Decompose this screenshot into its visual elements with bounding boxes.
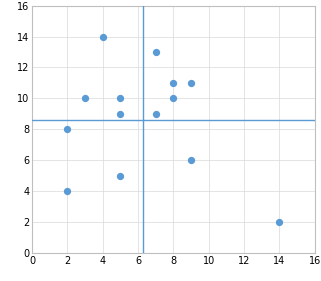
Point [82, 96, 88, 101]
Point [153, 112, 158, 116]
Point [277, 220, 282, 224]
Point [65, 189, 70, 193]
Point [171, 96, 176, 101]
Point [118, 112, 123, 116]
Point [118, 173, 123, 178]
Point [171, 81, 176, 85]
Point [100, 34, 105, 39]
Point [188, 81, 194, 85]
Point [153, 50, 158, 54]
Point [118, 96, 123, 101]
Point [65, 127, 70, 132]
Point [188, 158, 194, 162]
